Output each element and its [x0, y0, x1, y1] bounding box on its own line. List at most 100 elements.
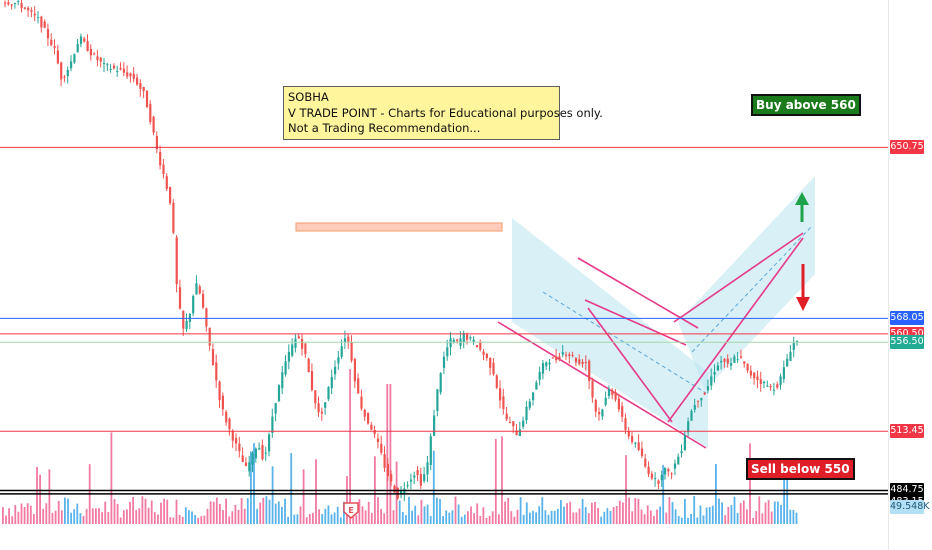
- candle-body: [367, 413, 370, 424]
- volume-bar: [510, 511, 513, 524]
- volume-bar: [457, 504, 460, 524]
- candle-body: [647, 466, 650, 475]
- volume-bar: [414, 505, 417, 524]
- volume-bar: [64, 497, 66, 524]
- candle-body: [743, 361, 746, 364]
- candle-body: [796, 340, 799, 343]
- candle-body: [749, 370, 752, 376]
- volume-bar: [305, 517, 308, 524]
- candle-body: [782, 367, 785, 379]
- volume-bar: [649, 510, 652, 524]
- volume-bar: [708, 507, 711, 524]
- volume-bar: [250, 451, 252, 524]
- candle-body: [228, 418, 231, 430]
- candle-body: [50, 39, 53, 46]
- volume-bar: [222, 510, 224, 524]
- volume-bar: [792, 510, 795, 524]
- note-line-1: SOBHA: [288, 90, 329, 104]
- volume-bar: [507, 497, 510, 524]
- volume-bar: [535, 512, 537, 524]
- sell-signal-label[interactable]: Sell below 550: [746, 458, 855, 480]
- volume-bar: [370, 512, 373, 524]
- candle-body: [155, 135, 158, 150]
- candle-body: [182, 310, 185, 329]
- candle-body: [301, 338, 304, 349]
- volume-bar: [67, 498, 69, 524]
- volume-bar: [361, 506, 364, 524]
- volume-bar: [73, 509, 76, 524]
- candle-body: [654, 478, 657, 480]
- candle-body: [746, 363, 749, 371]
- volume-bar: [85, 508, 88, 524]
- candle-body: [202, 294, 205, 308]
- candle-body: [241, 455, 244, 463]
- candle-body: [340, 346, 343, 357]
- candle-body: [126, 72, 129, 77]
- volume-bar: [770, 511, 773, 524]
- candle-body: [132, 73, 135, 79]
- volume-bar: [181, 516, 184, 524]
- candle-body: [502, 396, 505, 409]
- volume-bar: [538, 506, 541, 524]
- candle-body: [294, 338, 297, 348]
- note-line-2: V TRADE POINT - Charts for Educational p…: [288, 105, 603, 120]
- pattern-trendline: [584, 299, 687, 346]
- volume-bar: [479, 515, 482, 524]
- volume-bar: [200, 516, 203, 524]
- candle-body: [162, 164, 165, 175]
- volume-bar: [519, 497, 522, 524]
- volume-bar: [113, 499, 116, 524]
- volume-bar: [445, 510, 448, 524]
- volume-bar: [54, 510, 57, 524]
- volume-bar: [501, 436, 503, 524]
- volume-bar: [693, 496, 696, 524]
- volume-bar: [36, 466, 38, 524]
- volume-bar: [746, 509, 748, 524]
- candle-body: [446, 347, 449, 357]
- volume-bar: [550, 510, 553, 524]
- earnings-marker-letter: E: [348, 506, 353, 515]
- candle-body: [670, 473, 673, 475]
- volume-bar: [476, 503, 479, 524]
- volume-bar: [225, 498, 227, 524]
- candle-body: [40, 16, 43, 28]
- candle-body: [624, 418, 627, 430]
- candle-body: [70, 61, 73, 69]
- candle-body: [469, 337, 472, 339]
- candle-body: [251, 453, 254, 465]
- volume-bar: [423, 506, 426, 524]
- rising-channel-midline: [691, 225, 813, 353]
- annotation-note[interactable]: SOBHA V TRADE POINT - Charts for Educati…: [283, 86, 603, 140]
- volume-bar: [293, 514, 296, 524]
- candle-body: [360, 396, 363, 409]
- candle-body: [548, 362, 551, 365]
- volume-bar: [525, 502, 528, 524]
- volume-bar: [104, 501, 107, 524]
- volume-bar: [618, 500, 621, 524]
- up-arrow-icon: [795, 192, 809, 205]
- candle-body: [571, 355, 574, 357]
- volume-bar: [191, 511, 193, 524]
- volume-bar: [578, 508, 581, 524]
- volume-bar: [110, 432, 113, 524]
- candle-body: [733, 356, 736, 363]
- candle-body: [66, 69, 69, 77]
- candle-body: [116, 70, 119, 72]
- volume-bar: [699, 505, 702, 524]
- volume-bar: [101, 512, 103, 524]
- candle-body: [63, 76, 66, 78]
- volume-bar: [584, 507, 587, 524]
- candle-body: [284, 361, 287, 375]
- volume-bar: [138, 508, 141, 524]
- volume-bar: [281, 506, 283, 524]
- buy-signal-label[interactable]: Buy above 560: [751, 94, 861, 116]
- rising-channel-fill: [678, 176, 815, 390]
- candle-body: [370, 424, 373, 430]
- candle-body: [769, 385, 772, 388]
- volume-bar: [383, 513, 386, 524]
- volume-bar: [724, 515, 727, 524]
- volume-bar: [219, 503, 221, 524]
- candle-body: [766, 385, 769, 387]
- volume-bar: [315, 459, 317, 524]
